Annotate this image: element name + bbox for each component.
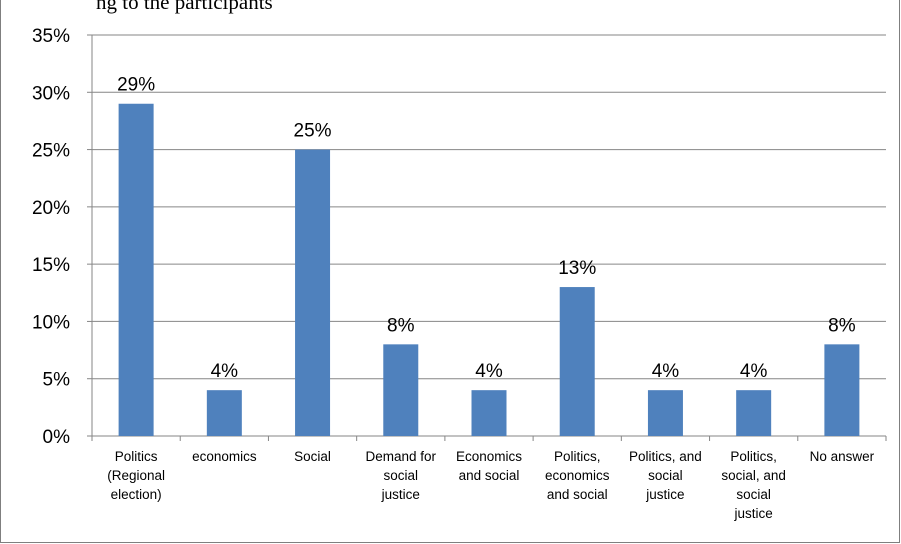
data-label: 13% (558, 258, 596, 279)
y-tick-label: 25% (32, 141, 70, 162)
y-tick-label: 15% (32, 255, 70, 276)
data-label: 4% (652, 361, 680, 382)
x-tick-label: economics (192, 449, 257, 464)
data-label: 4% (475, 361, 503, 382)
bar (206, 390, 242, 436)
data-label: 4% (211, 361, 239, 382)
data-label: 8% (828, 315, 856, 336)
category-labels: Politics (Regional election) economics Socia… (107, 449, 874, 521)
x-tick-label: Economics and social (456, 449, 522, 483)
data-label: 29% (117, 75, 155, 96)
bar (295, 149, 331, 437)
bar (824, 344, 860, 436)
data-label: 25% (294, 121, 332, 142)
y-tick-label: 35% (32, 26, 70, 47)
gridlines (92, 34, 886, 380)
bar (118, 103, 154, 436)
x-tick-label: Social (294, 449, 331, 464)
bars (118, 103, 860, 437)
x-tick-label: Demand for social justice (366, 449, 437, 502)
x-tick-label: No answer (810, 449, 875, 464)
y-tick-label: 0% (43, 427, 71, 448)
y-tick-label: 20% (32, 198, 70, 219)
y-tick-labels: 0% 5% 10% 15% 20% 25% 30% 35% (32, 26, 70, 448)
bar (647, 390, 683, 436)
data-label: 4% (740, 361, 768, 382)
bar (471, 390, 507, 436)
y-tick-label: 10% (32, 312, 70, 333)
y-tick-label: 30% (32, 83, 70, 104)
bar (736, 390, 772, 436)
x-tick-label: Politics (Regional election) (107, 449, 165, 502)
data-label: 8% (387, 315, 415, 336)
data-labels: 29% 4% 25% 8% 4% 13% 4% 4% 8% (117, 75, 856, 382)
bar (383, 344, 419, 436)
x-tick-label: Politics, social, and social justice (721, 449, 786, 521)
x-tick-label: Politics, and social justice (629, 449, 702, 502)
bar (559, 287, 595, 436)
top-caption: ng to the participants (96, 0, 273, 14)
y-tick-label: 5% (43, 370, 71, 391)
x-tick-label: Politics, economics and social (545, 449, 610, 502)
